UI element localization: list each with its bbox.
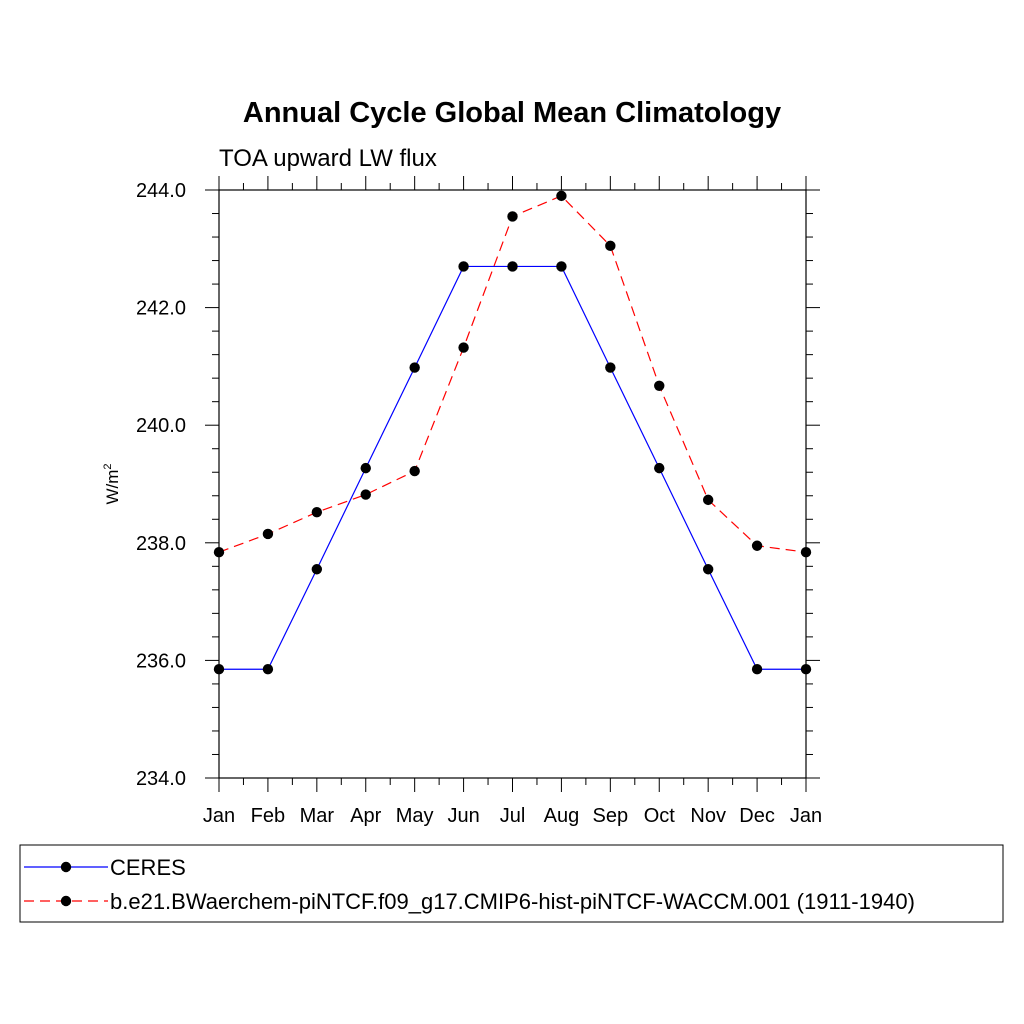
x-tick-label: Oct: [644, 805, 676, 827]
data-point: [605, 362, 616, 373]
x-tick-label: May: [396, 805, 434, 827]
legend: CERES b.e21.BWaerchem-piNTCF.f09_g17.CMIP…: [19, 844, 1004, 923]
data-point: [654, 462, 665, 474]
data-point: [800, 547, 812, 558]
series-line: [219, 265, 806, 670]
legend-label: b.e21.BWaerchem-piNTCF.f09_g17.CMIP6-his…: [110, 889, 915, 914]
series-layer: [213, 190, 812, 675]
data-point: [262, 664, 274, 675]
y-axis-label-text: W/m: [103, 470, 122, 505]
data-point: [556, 261, 567, 272]
x-tick-label: Feb: [251, 805, 285, 827]
x-tick-label: Jan: [790, 805, 822, 827]
data-point: [360, 489, 371, 500]
x-tick-label: Jun: [447, 805, 479, 827]
data-point: [507, 211, 518, 222]
data-point: [458, 342, 469, 353]
series-line: [218, 195, 807, 553]
data-point: [654, 380, 665, 392]
legend-item-1: CERES: [24, 855, 186, 880]
data-point: [507, 261, 518, 272]
legend-box: [19, 844, 1004, 923]
y-tick-label: 242.0: [136, 298, 186, 320]
x-tick-label: Apr: [350, 805, 381, 827]
y-tick-label: 238.0: [136, 533, 186, 555]
svg-text:W/m2: W/m2: [102, 463, 122, 504]
data-point: [605, 240, 616, 252]
y-axis-label: W/m2: [102, 463, 122, 504]
legend-label: CERES: [110, 855, 186, 880]
y-tick-label: 236.0: [136, 650, 186, 672]
data-point: [800, 664, 812, 675]
data-point: [262, 528, 274, 540]
legend-marker: [60, 895, 72, 907]
series-2: [213, 190, 812, 558]
y-tick-label: 244.0: [136, 180, 186, 202]
data-point: [409, 465, 420, 477]
data-point: [409, 362, 420, 373]
data-point: [702, 564, 714, 575]
y-axis-ticks: 234.0 236.0 238.0 240.0 242.0 244.0: [136, 180, 820, 790]
data-point: [751, 664, 763, 675]
data-point: [213, 547, 225, 558]
series-1: [213, 261, 812, 675]
x-axis-ticks: Jan Feb Mar Apr May Jun Jul Aug Sep Oct Nov Dec Jan: [203, 176, 822, 827]
x-tick-label: Jul: [500, 805, 526, 827]
data-point: [702, 494, 714, 506]
chart-subtitle: TOA upward LW flux: [219, 145, 437, 172]
data-point: [311, 564, 323, 575]
x-tick-label: Jan: [203, 805, 235, 827]
y-axis-label-superscript: 2: [102, 463, 114, 469]
x-tick-label: Aug: [544, 805, 580, 827]
x-tick-label: Sep: [593, 805, 629, 827]
data-point: [213, 664, 225, 675]
y-tick-label: 234.0: [136, 768, 186, 790]
x-tick-label: Nov: [690, 805, 726, 827]
legend-item-2: b.e21.BWaerchem-piNTCF.f09_g17.CMIP6-his…: [24, 889, 915, 914]
chart-title: Annual Cycle Global Mean Climatology: [243, 97, 781, 129]
data-point: [556, 190, 567, 202]
data-point: [458, 261, 469, 272]
x-tick-label: Dec: [739, 805, 775, 827]
data-point: [751, 540, 763, 551]
plot-frame: [218, 189, 807, 779]
legend-marker: [60, 861, 72, 873]
data-point: [311, 507, 323, 518]
data-point: [360, 462, 371, 474]
y-tick-label: 240.0: [136, 415, 186, 437]
x-tick-label: Mar: [300, 805, 335, 827]
plot-area: [218, 189, 807, 779]
